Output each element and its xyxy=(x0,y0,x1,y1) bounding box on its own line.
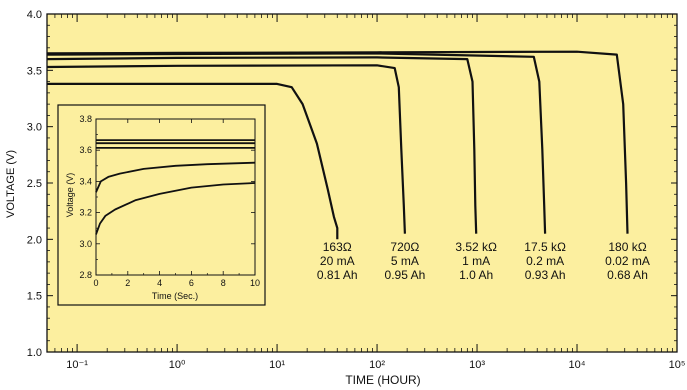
inset-y-tick-label: 3.8 xyxy=(79,114,92,124)
y-tick-label: 2.5 xyxy=(27,178,42,190)
inset-x-tick-label: 6 xyxy=(189,278,194,288)
series-line xyxy=(46,56,478,234)
x-tick-label: 10⁴ xyxy=(569,359,586,371)
main-x-axis-label: TIME (HOUR) xyxy=(345,373,420,387)
y-tick-label: 1.5 xyxy=(27,291,42,303)
series-label: 17.5 kΩ xyxy=(524,240,566,254)
inset-y-tick-label: 3.4 xyxy=(79,176,92,186)
x-tick-label: 10³ xyxy=(469,359,485,371)
inset-x-tick-label: 4 xyxy=(157,278,162,288)
inset-x-tick-label: 10 xyxy=(250,278,260,288)
series-label: 0.2 mA xyxy=(526,254,564,268)
inset-y-tick-label: 3.2 xyxy=(79,208,92,218)
main-y-axis-label: VOLTAGE (V) xyxy=(5,150,17,218)
inset-plot-area xyxy=(95,118,256,276)
series-label: 0.95 Ah xyxy=(385,268,426,282)
inset-x-axis-label: Time (Sec.) xyxy=(152,291,198,301)
y-tick-label: 3.5 xyxy=(27,65,42,77)
inset-x-tick-label: 0 xyxy=(93,278,98,288)
x-tick-label: 10² xyxy=(369,359,385,371)
y-tick-label: 4.0 xyxy=(27,9,42,21)
series-label: 3.52 kΩ xyxy=(455,240,497,254)
inset-y-tick-label: 3.0 xyxy=(79,239,92,249)
series-label: 720Ω xyxy=(390,240,419,254)
inset-y-tick-label: 3.6 xyxy=(79,145,92,155)
y-tick-label: 3.0 xyxy=(27,122,42,134)
series-label: 163Ω xyxy=(323,240,352,254)
inset-x-tick-label: 2 xyxy=(125,278,130,288)
series-line xyxy=(47,82,339,240)
inset-plot: 2.8 3.0 3.2 3.4 3.6 3.8 0 2 4 6 8 10 xyxy=(57,104,266,306)
x-tick-label: 10⁰ xyxy=(169,359,186,371)
y-tick-label: 1.0 xyxy=(27,347,42,359)
series-label: 20 mA xyxy=(320,254,355,268)
series-label: 1.0 Ah xyxy=(459,268,493,282)
y-tick-label: 2.0 xyxy=(27,234,42,246)
series-label: 5 mA xyxy=(391,254,419,268)
series-line xyxy=(46,50,629,234)
inset-x-tick-label: 8 xyxy=(221,278,226,288)
x-tick-label: 10⁵ xyxy=(669,359,686,371)
inset-y-axis-label: Voltage (V) xyxy=(65,173,75,218)
x-tick-label: 10⁻¹ xyxy=(66,359,88,371)
series-label: 1 mA xyxy=(462,254,490,268)
series-label: 0.68 Ah xyxy=(607,268,648,282)
series-label: 0.81 Ah xyxy=(317,268,358,282)
x-tick-label: 10¹ xyxy=(269,359,285,371)
series-line xyxy=(46,64,406,234)
series-label: 0.93 Ah xyxy=(525,268,566,282)
inset-series-line xyxy=(95,182,256,235)
inset-y-tick-label: 2.8 xyxy=(79,270,92,280)
series-label: 180 kΩ xyxy=(608,240,646,254)
inset-series-line xyxy=(95,161,256,193)
series-label: 0.02 mA xyxy=(605,254,650,268)
